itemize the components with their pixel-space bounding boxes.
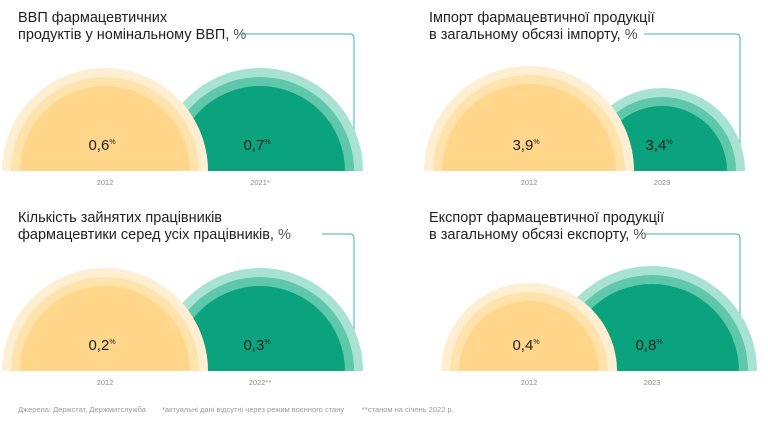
data-label: 3,4% (645, 137, 672, 154)
category-label: 2022** (249, 378, 272, 387)
semicircle-mark-2022** (157, 268, 363, 371)
data-label: 0,8% (635, 337, 662, 354)
data-label-unit: % (109, 139, 115, 146)
data-label-value: 0,4 (512, 337, 533, 354)
data-label-value: 0,7 (243, 137, 264, 154)
chart-title-unit: % (278, 227, 291, 243)
semicircle-mark-2012 (424, 66, 634, 171)
chart-title-line2: в загальному обсязі експорту, (429, 227, 634, 243)
chart-panel-export: Експорт фармацевтичної продукції в загал… (384, 200, 768, 400)
data-label-value: 3,9 (512, 137, 533, 154)
data-label-value: 0,6 (88, 137, 109, 154)
data-label-value: 0,2 (88, 337, 109, 354)
semicircle-chart: 0,4% 0,8%2012 2023 (441, 233, 757, 387)
data-label-value: 0,8 (635, 337, 656, 354)
category-label: 2023 (654, 178, 671, 187)
chart-title-line1: Кількість зайнятих працівників (18, 210, 222, 226)
semicircle-mark-2022**-core (175, 286, 345, 371)
chart-title-unit: % (624, 27, 638, 43)
chart-title-line1: ВВП фармацевтичних (18, 10, 168, 26)
chart-title-line2: в загальному обсязі імпорту, (429, 27, 625, 43)
chart-title: Кількість зайнятих працівників фармацевт… (18, 210, 291, 244)
chart-panel-gdp: ВВП фармацевтичних продуктів у номінальн… (0, 0, 384, 200)
semicircle-mark-2012-core (459, 301, 599, 371)
category-label: 2012 (97, 378, 114, 387)
semicircle-chart: 0,2% 0,3%2012 2022** (2, 233, 363, 387)
chart-title-line1: Імпорт фармацевтичної продукції (429, 10, 655, 26)
chart-panel-import: Імпорт фармацевтичної продукції в загаль… (384, 0, 768, 200)
chart-title-line2: фармацевтики серед усіх працівників, (18, 227, 278, 243)
category-label: 2023 (644, 378, 661, 387)
data-label-unit: % (264, 339, 270, 346)
footer-sources: Джерела: Держстат, Держмитслужба (18, 405, 146, 414)
footer-note-2: **станом на січень 2022 р. (362, 405, 454, 414)
data-label-unit: % (264, 139, 270, 146)
data-label: 0,2% (88, 337, 115, 354)
chart-title: Імпорт фармацевтичної продукції в загаль… (429, 10, 655, 44)
semicircle-mark-2012 (2, 268, 208, 371)
category-label: 2012 (521, 178, 538, 187)
semicircle-mark-2012-core (442, 84, 616, 171)
title-connector-line (644, 233, 741, 365)
semicircle-mark-2012 (441, 283, 617, 371)
data-label-unit: % (533, 139, 539, 146)
data-label: 3,9% (512, 137, 539, 154)
title-connector-line (644, 33, 741, 165)
data-label-unit: % (666, 139, 672, 146)
semicircle-chart: 0,6% 0,7%2012 2021* (2, 33, 363, 187)
semicircle-mark-2021* (157, 68, 363, 171)
category-label: 2012 (97, 178, 114, 187)
data-label-unit: % (656, 339, 662, 346)
title-connector-line (322, 233, 355, 365)
semicircle-mark-2012 (2, 68, 208, 171)
category-label: 2012 (521, 378, 538, 387)
title-connector-line (240, 33, 355, 165)
chart-title: ВВП фармацевтичних продуктів у номінальн… (18, 10, 246, 44)
data-label-value: 3,4 (645, 137, 666, 154)
semicircle-chart: 3,9% 3,4%2012 2023 (424, 33, 745, 187)
semicircle-mark-2012-core (20, 286, 190, 371)
chart-title-line1: Експорт фармацевтичної продукції (429, 210, 665, 226)
footer-note-1: *актуальні дані відсутні через режим воє… (162, 405, 345, 414)
semicircle-mark-2012-core (20, 86, 190, 171)
chart-title: Експорт фармацевтичної продукції в загал… (429, 210, 664, 244)
semicircle-mark-2021*-core (175, 86, 345, 171)
data-label-value: 0,3 (243, 337, 264, 354)
data-label: 0,4% (512, 337, 539, 354)
data-label: 0,7% (243, 137, 270, 154)
chart-title-line2: продуктів у номінальному ВВП, (18, 27, 234, 43)
data-label: 0,3% (243, 337, 270, 354)
chart-title-unit: % (633, 227, 647, 243)
category-label: 2021* (250, 178, 270, 187)
chart-panel-employees: Кількість зайнятих працівників фармацевт… (0, 200, 384, 400)
chart-title-unit: % (233, 27, 247, 43)
data-label-unit: % (533, 339, 539, 346)
data-label: 0,6% (88, 137, 115, 154)
data-label-unit: % (109, 339, 115, 346)
